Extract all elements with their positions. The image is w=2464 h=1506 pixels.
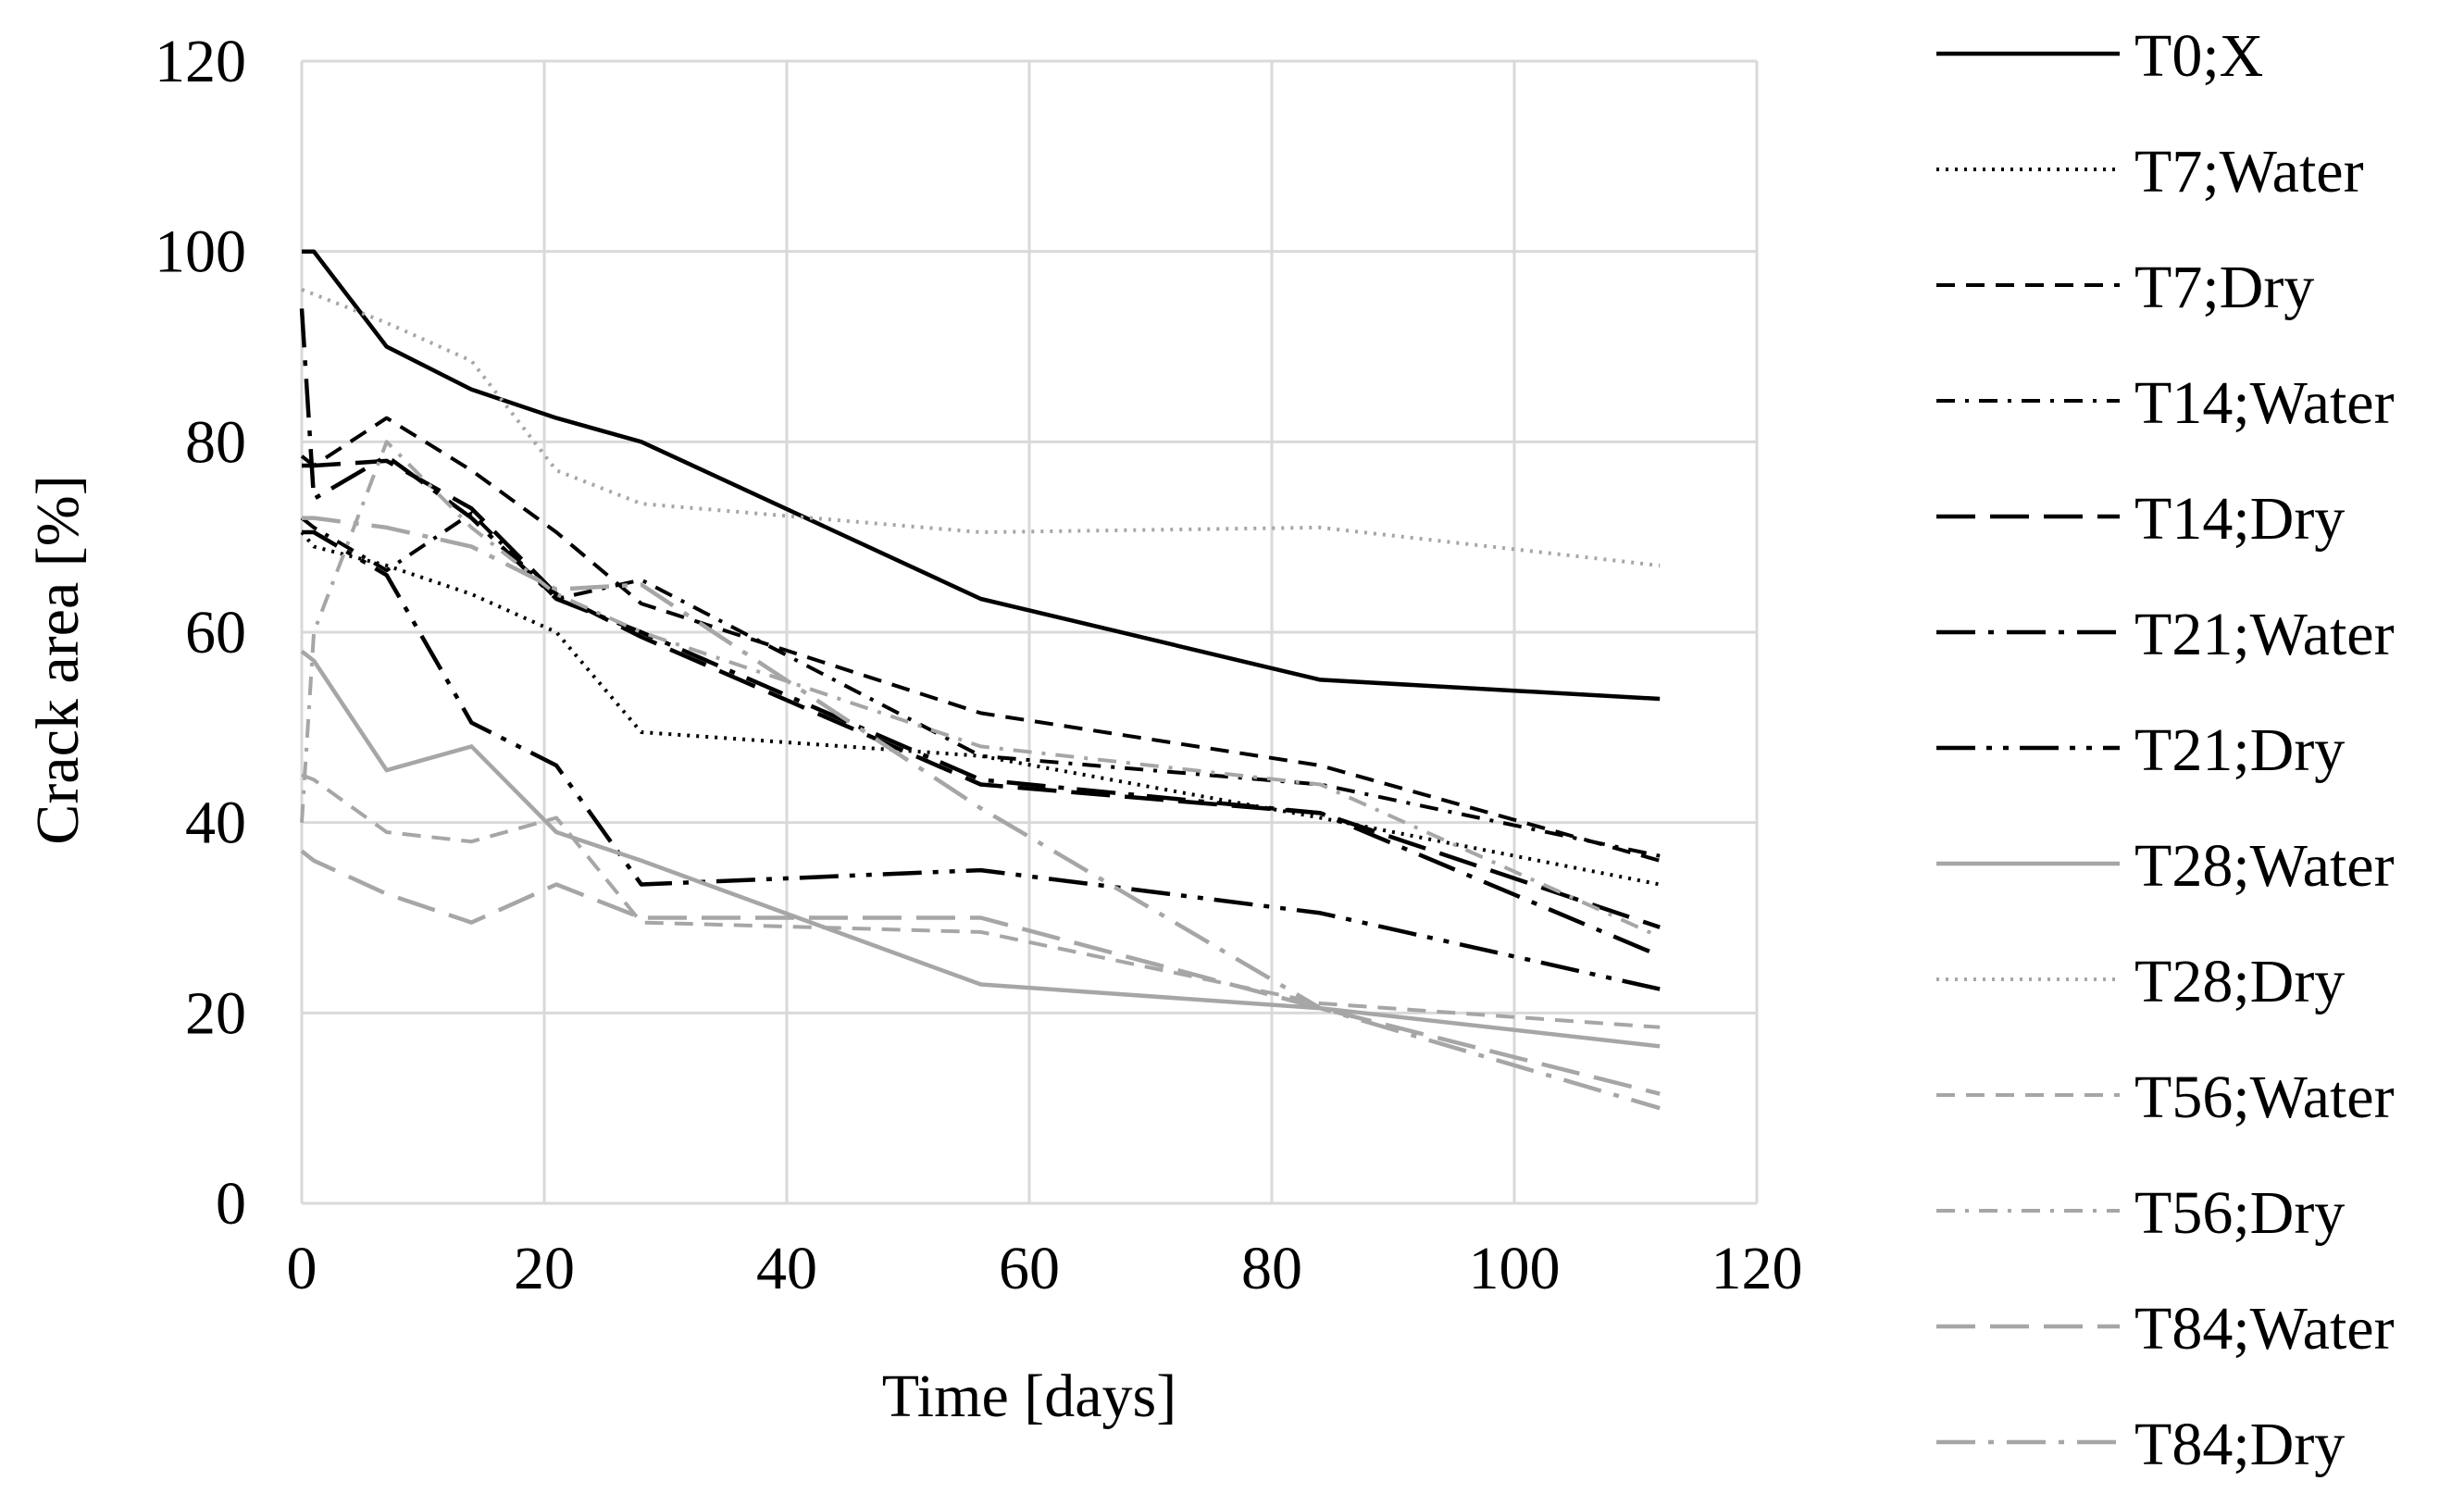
series-line-9 bbox=[301, 773, 1661, 1029]
x-tick-label-3: 60 bbox=[999, 1235, 1060, 1302]
gridlines bbox=[300, 59, 1759, 1205]
series-line-2 bbox=[300, 416, 1661, 863]
series-line-5 bbox=[299, 308, 1661, 958]
x-tick-label-4: 80 bbox=[1241, 1235, 1302, 1302]
legend-label-11: T84;Water bbox=[2134, 1295, 2395, 1363]
series-line-11 bbox=[300, 849, 1661, 1096]
y-tick-label-1: 20 bbox=[185, 979, 246, 1047]
legend-label-2: T7;Dry bbox=[2134, 254, 2314, 321]
y-tick-label-6: 120 bbox=[155, 28, 246, 95]
y-tick-label-0: 0 bbox=[216, 1170, 246, 1238]
y-tick-label-3: 60 bbox=[185, 599, 246, 666]
x-tick-label-0: 0 bbox=[287, 1235, 317, 1302]
y-tick-label-2: 40 bbox=[185, 790, 246, 857]
x-tick-label-5: 100 bbox=[1469, 1235, 1561, 1302]
legend-label-1: T7;Water bbox=[2134, 138, 2364, 205]
tick-labels: 0 20 40 60 80 100 120 0 20 40 60 80 100 120 bbox=[155, 28, 1803, 1302]
series-line-4 bbox=[302, 458, 1661, 929]
series-line-10 bbox=[300, 440, 1661, 939]
legend-label-10: T56;Dry bbox=[2134, 1179, 2345, 1247]
legend-label-9: T56;Water bbox=[2134, 1064, 2395, 1131]
series-line-7 bbox=[300, 649, 1661, 1049]
y-tick-label-5: 100 bbox=[155, 218, 246, 286]
x-tick-label-2: 40 bbox=[756, 1235, 817, 1302]
legend-label-3: T14;Water bbox=[2134, 369, 2395, 437]
legend-label-7: T28;Water bbox=[2134, 832, 2395, 900]
x-axis-label: Time [days] bbox=[882, 1363, 1176, 1430]
series-lines bbox=[299, 249, 1661, 1111]
x-tick-label-6: 120 bbox=[1711, 1235, 1803, 1302]
legend-label-4: T14;Dry bbox=[2134, 485, 2345, 553]
legend: T0;X T7;Water T7;Dry T14;Water T14;Dry T21;Wa… bbox=[1936, 22, 2395, 1478]
legend-label-6: T21;Dry bbox=[2134, 716, 2345, 784]
series-line-6 bbox=[302, 529, 1661, 991]
series-line-0 bbox=[302, 249, 1661, 702]
legend-label-5: T21;Water bbox=[2134, 601, 2395, 668]
legend-label-12: T84;Dry bbox=[2134, 1411, 2345, 1478]
legend-label-0: T0;X bbox=[2134, 22, 2263, 90]
series-line-12 bbox=[302, 516, 1661, 1111]
series-line-8 bbox=[301, 287, 1661, 567]
x-tick-label-1: 20 bbox=[514, 1235, 575, 1302]
y-axis-label: Crack area [%] bbox=[24, 475, 92, 844]
y-tick-label-4: 80 bbox=[185, 408, 246, 476]
series-line-3 bbox=[300, 511, 1661, 858]
legend-label-8: T28;Dry bbox=[2134, 948, 2345, 1015]
